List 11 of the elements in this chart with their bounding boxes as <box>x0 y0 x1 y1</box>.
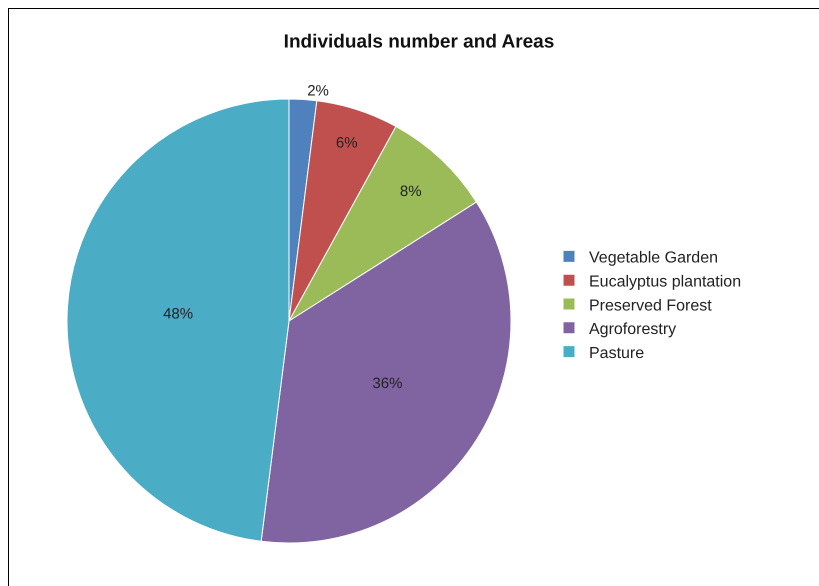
legend-label: Pasture <box>589 344 644 362</box>
data-label: 6% <box>336 134 358 152</box>
legend-label: Agroforestry <box>589 321 676 338</box>
data-label: 2% <box>307 82 329 100</box>
chart-title: Individuals number and Areas <box>284 32 554 53</box>
data-label: 36% <box>372 374 402 392</box>
legend-label: Preserved Forest <box>589 297 712 314</box>
legend-label: Eucalyptus plantation <box>589 273 742 290</box>
data-label: 48% <box>163 306 194 323</box>
data-label: 8% <box>400 182 422 200</box>
legend-label: Vegetable Garden <box>589 250 718 267</box>
